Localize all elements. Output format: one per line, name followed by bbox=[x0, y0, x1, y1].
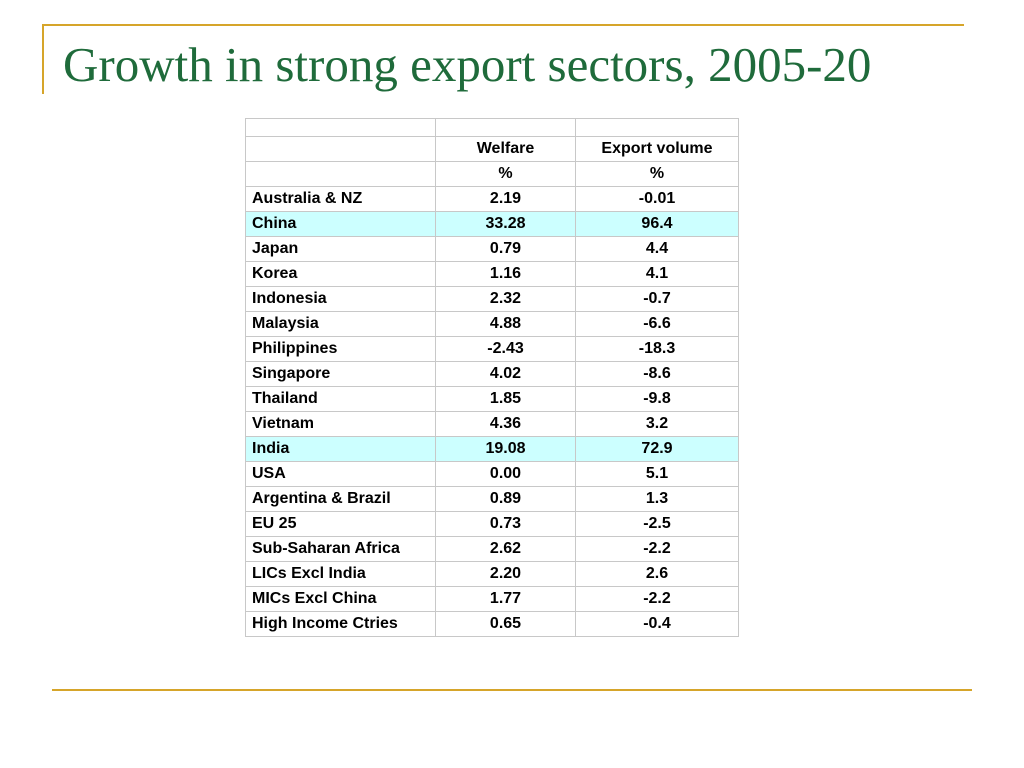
table-row: LICs Excl India 2.20 2.6 bbox=[245, 561, 739, 587]
welfare-cell: 2.62 bbox=[435, 536, 576, 562]
slide-title: Growth in strong export sectors, 2005-20 bbox=[63, 37, 872, 92]
table-row: Vietnam 4.36 3.2 bbox=[245, 411, 739, 437]
export-volume-cell: 2.6 bbox=[575, 561, 739, 587]
unit-cell-region bbox=[245, 161, 436, 187]
welfare-cell: 4.02 bbox=[435, 361, 576, 387]
header-cell-region bbox=[245, 136, 436, 162]
data-table: Welfare Export volume % % Australia & NZ… bbox=[245, 118, 739, 637]
export-volume-cell: -8.6 bbox=[575, 361, 739, 387]
welfare-cell: 2.32 bbox=[435, 286, 576, 312]
table-row: Sub-Saharan Africa 2.62 -2.2 bbox=[245, 536, 739, 562]
export-volume-cell: -0.4 bbox=[575, 611, 739, 637]
welfare-cell: 0.73 bbox=[435, 511, 576, 537]
welfare-cell: 2.19 bbox=[435, 186, 576, 212]
region-cell: USA bbox=[245, 461, 436, 487]
blank-cell bbox=[245, 118, 436, 137]
header-cell-welfare: Welfare bbox=[435, 136, 576, 162]
bottom-rule bbox=[52, 689, 972, 691]
welfare-cell: 1.16 bbox=[435, 261, 576, 287]
welfare-cell: 4.36 bbox=[435, 411, 576, 437]
export-volume-cell: 5.1 bbox=[575, 461, 739, 487]
export-volume-cell: -6.6 bbox=[575, 311, 739, 337]
table-row: Japan 0.79 4.4 bbox=[245, 236, 739, 262]
region-cell: Japan bbox=[245, 236, 436, 262]
welfare-cell: -2.43 bbox=[435, 336, 576, 362]
unit-cell-welfare: % bbox=[435, 161, 576, 187]
welfare-cell: 2.20 bbox=[435, 561, 576, 587]
region-cell: MICs Excl China bbox=[245, 586, 436, 612]
export-volume-cell: -2.2 bbox=[575, 586, 739, 612]
welfare-cell: 33.28 bbox=[435, 211, 576, 237]
blank-cell bbox=[575, 118, 739, 137]
blank-cell bbox=[435, 118, 576, 137]
region-cell: LICs Excl India bbox=[245, 561, 436, 587]
export-volume-cell: -18.3 bbox=[575, 336, 739, 362]
export-volume-cell: 1.3 bbox=[575, 486, 739, 512]
table-body: Welfare Export volume % % Australia & NZ… bbox=[245, 118, 739, 637]
table-row: Philippines -2.43 -18.3 bbox=[245, 336, 739, 362]
export-volume-cell: 4.1 bbox=[575, 261, 739, 287]
export-volume-cell: 72.9 bbox=[575, 436, 739, 462]
table-row: India 19.08 72.9 bbox=[245, 436, 739, 462]
region-cell: India bbox=[245, 436, 436, 462]
export-volume-cell: 4.4 bbox=[575, 236, 739, 262]
welfare-cell: 4.88 bbox=[435, 311, 576, 337]
export-volume-cell: -2.5 bbox=[575, 511, 739, 537]
welfare-cell: 0.89 bbox=[435, 486, 576, 512]
welfare-cell: 0.79 bbox=[435, 236, 576, 262]
table-row: Argentina & Brazil 0.89 1.3 bbox=[245, 486, 739, 512]
export-volume-cell: -0.7 bbox=[575, 286, 739, 312]
table-row: Korea 1.16 4.1 bbox=[245, 261, 739, 287]
table-row: EU 25 0.73 -2.5 bbox=[245, 511, 739, 537]
region-cell: EU 25 bbox=[245, 511, 436, 537]
welfare-cell: 0.65 bbox=[435, 611, 576, 637]
table-row: Malaysia 4.88 -6.6 bbox=[245, 311, 739, 337]
table-row: USA 0.00 5.1 bbox=[245, 461, 739, 487]
region-cell: Malaysia bbox=[245, 311, 436, 337]
welfare-cell: 19.08 bbox=[435, 436, 576, 462]
welfare-cell: 1.85 bbox=[435, 386, 576, 412]
table-row: MICs Excl China 1.77 -2.2 bbox=[245, 586, 739, 612]
region-cell: Argentina & Brazil bbox=[245, 486, 436, 512]
units-row: % % bbox=[245, 161, 739, 187]
table-row: Singapore 4.02 -8.6 bbox=[245, 361, 739, 387]
region-cell: China bbox=[245, 211, 436, 237]
region-cell: Thailand bbox=[245, 386, 436, 412]
header-cell-export-volume: Export volume bbox=[575, 136, 739, 162]
table-row: Thailand 1.85 -9.8 bbox=[245, 386, 739, 412]
blank-row bbox=[245, 118, 739, 137]
welfare-cell: 0.00 bbox=[435, 461, 576, 487]
export-volume-cell: 96.4 bbox=[575, 211, 739, 237]
export-volume-cell: -2.2 bbox=[575, 536, 739, 562]
table-row: High Income Ctries 0.65 -0.4 bbox=[245, 611, 739, 637]
region-cell: Sub-Saharan Africa bbox=[245, 536, 436, 562]
export-volume-cell: -9.8 bbox=[575, 386, 739, 412]
region-cell: High Income Ctries bbox=[245, 611, 436, 637]
region-cell: Korea bbox=[245, 261, 436, 287]
header-row: Welfare Export volume bbox=[245, 136, 739, 162]
export-volume-cell: -0.01 bbox=[575, 186, 739, 212]
region-cell: Singapore bbox=[245, 361, 436, 387]
welfare-cell: 1.77 bbox=[435, 586, 576, 612]
table-row: China 33.28 96.4 bbox=[245, 211, 739, 237]
region-cell: Vietnam bbox=[245, 411, 436, 437]
region-cell: Australia & NZ bbox=[245, 186, 436, 212]
left-rule bbox=[42, 24, 44, 94]
export-volume-cell: 3.2 bbox=[575, 411, 739, 437]
table-row: Australia & NZ 2.19 -0.01 bbox=[245, 186, 739, 212]
unit-cell-export-volume: % bbox=[575, 161, 739, 187]
region-cell: Philippines bbox=[245, 336, 436, 362]
region-cell: Indonesia bbox=[245, 286, 436, 312]
table-row: Indonesia 2.32 -0.7 bbox=[245, 286, 739, 312]
top-rule bbox=[42, 24, 964, 26]
